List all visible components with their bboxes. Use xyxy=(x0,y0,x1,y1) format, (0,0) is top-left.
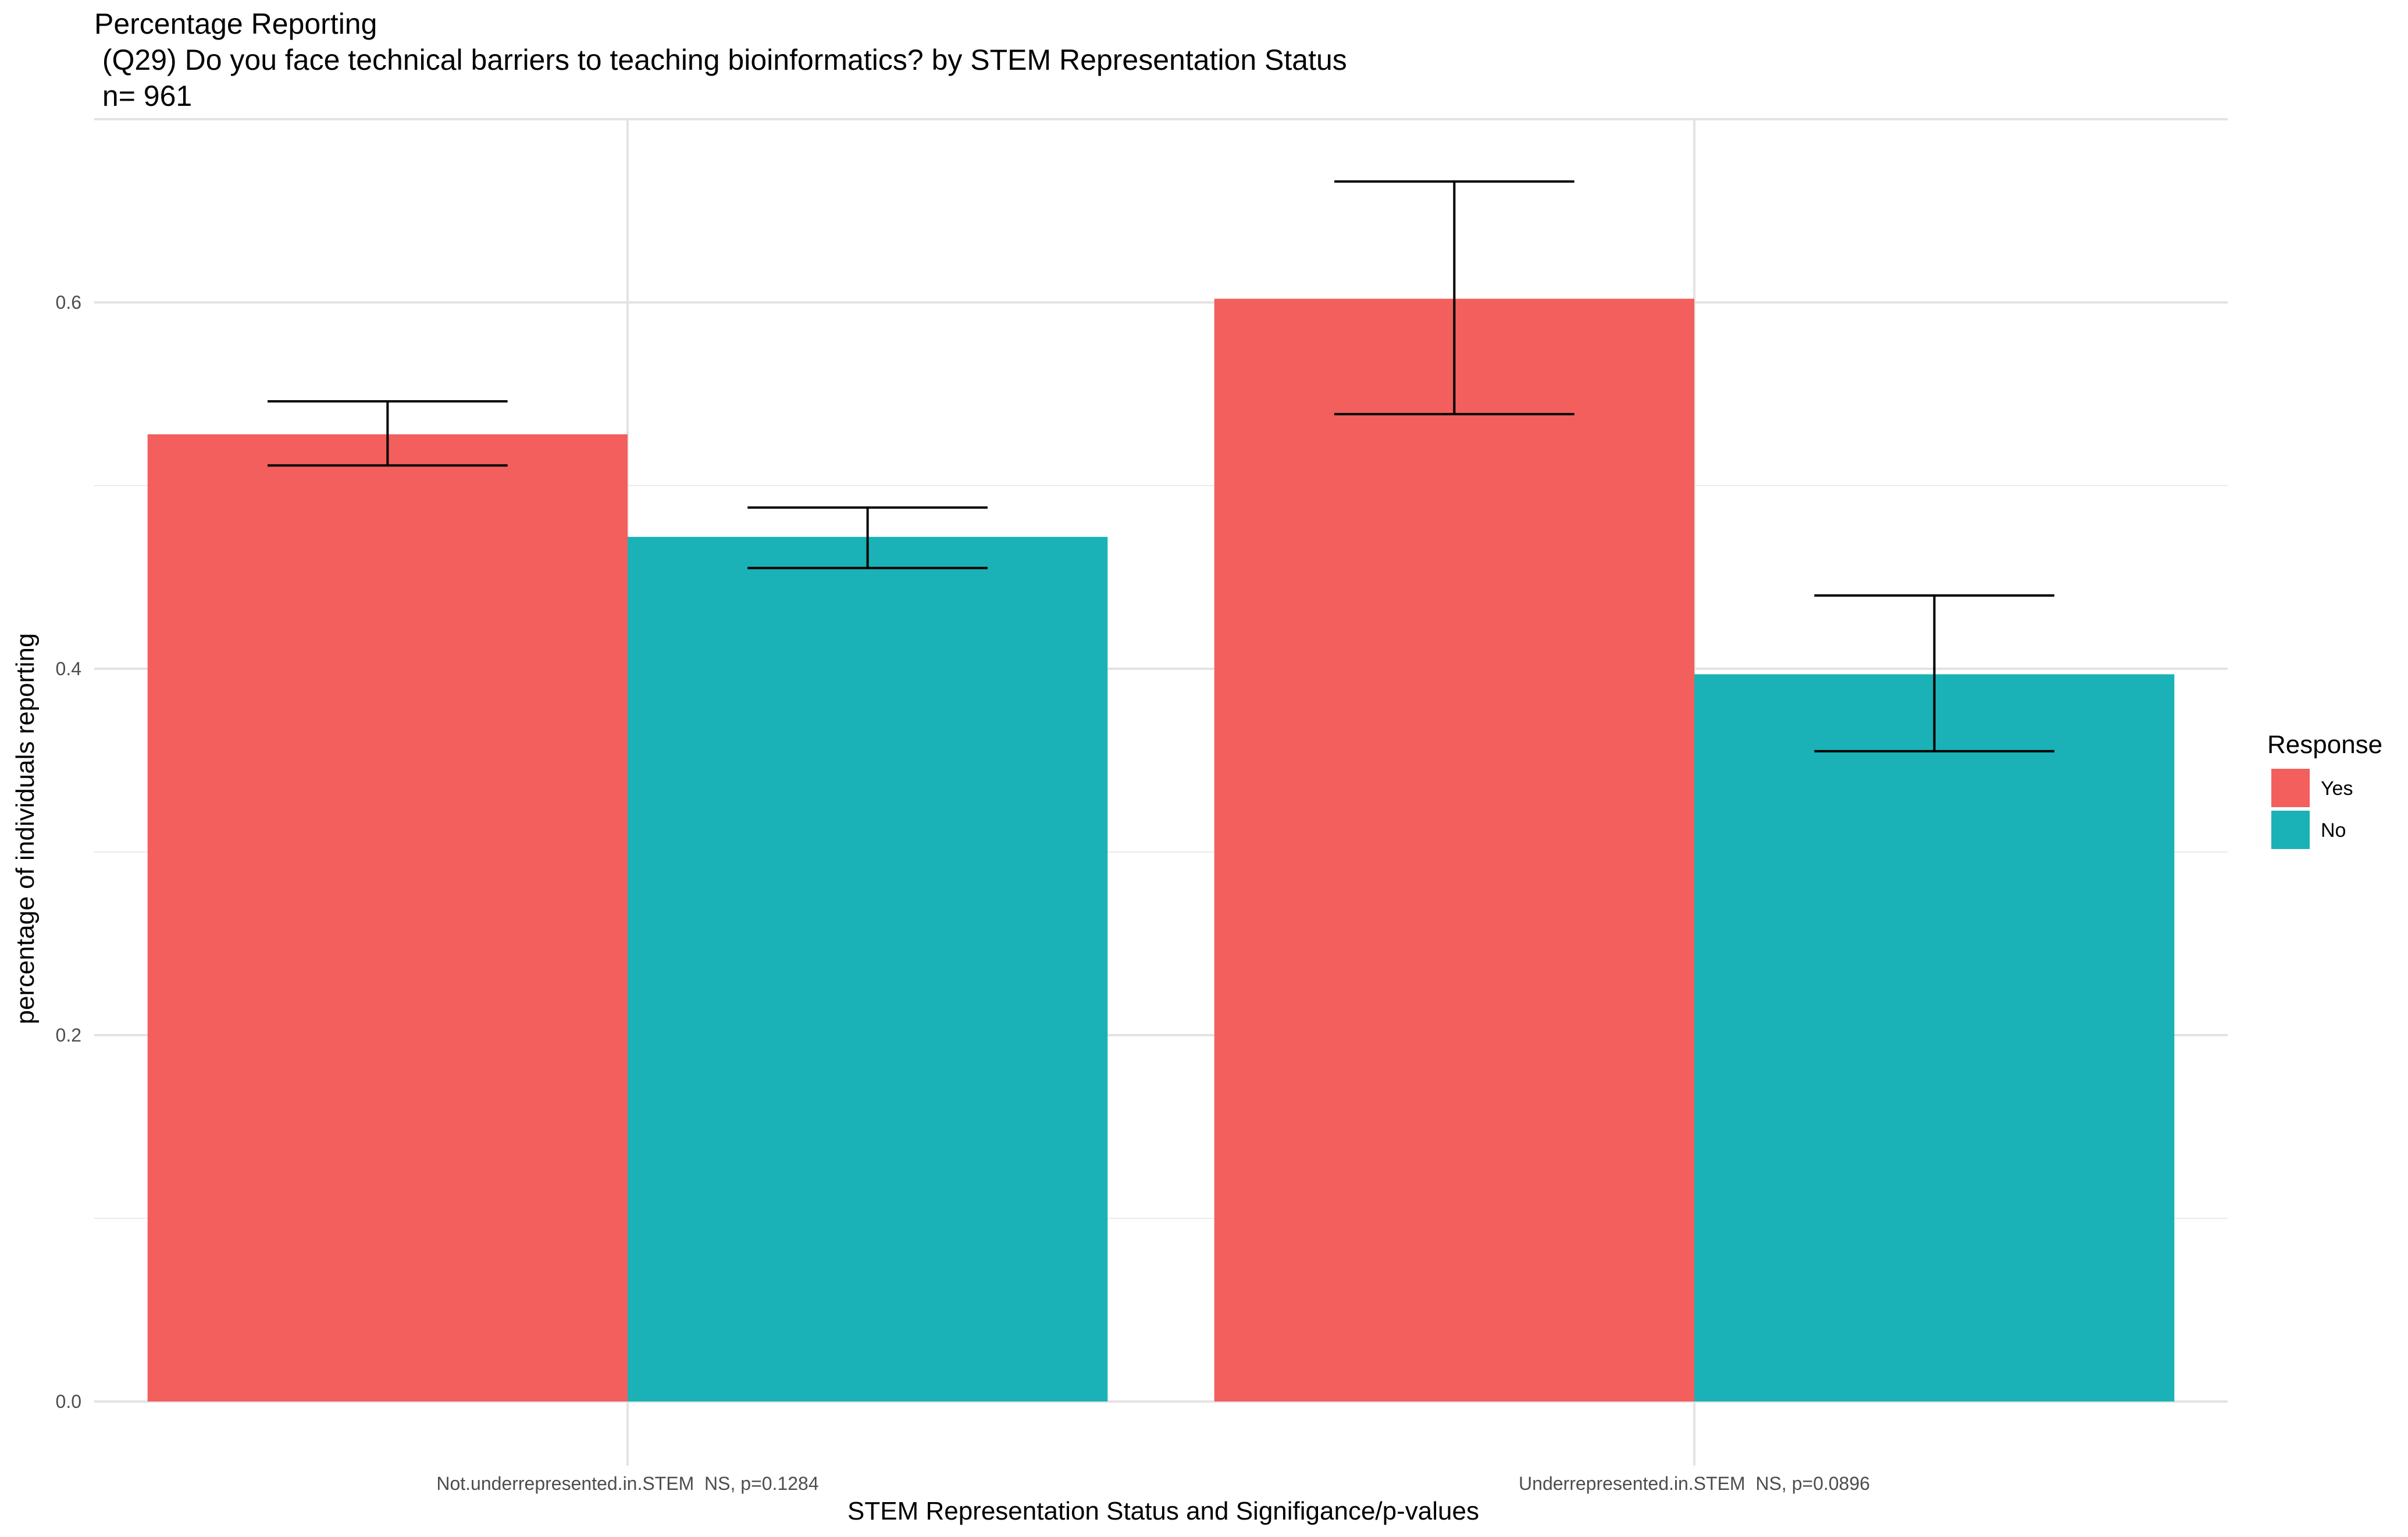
bars xyxy=(147,298,2175,1402)
chart-title: Percentage Reporting (Q29) Do you face t… xyxy=(94,8,1347,112)
legend-swatch-yes xyxy=(2271,769,2310,807)
chart-title-line-1: Percentage Reporting xyxy=(94,8,377,40)
x-tick-label: Underrepresented.in.STEM NS, p=0.0896 xyxy=(1519,1473,1870,1494)
error-bar-yes-1 xyxy=(1334,180,1575,416)
legend-entries: Yes No xyxy=(2271,769,2353,849)
x-axis-ticks: Not.underrepresented.in.STEM NS, p=0.128… xyxy=(436,1473,1870,1494)
error-bars xyxy=(268,180,2054,753)
x-axis-title: STEM Representation Status and Signifiga… xyxy=(847,1497,1479,1525)
bar-yes-0 xyxy=(147,434,628,1402)
error-bar-no-0 xyxy=(747,506,988,569)
legend: Response Yes No xyxy=(2267,730,2382,849)
y-axis-title: percentage of individuals reporting xyxy=(11,633,40,1025)
legend-title: Response xyxy=(2267,730,2382,759)
y-tick-label: 0.6 xyxy=(56,292,81,313)
error-bar-yes-0 xyxy=(268,400,508,467)
legend-label-yes: Yes xyxy=(2321,778,2353,800)
legend-swatch-no xyxy=(2271,811,2310,849)
y-tick-label: 0.4 xyxy=(56,658,81,679)
bar-no-1 xyxy=(1694,674,2175,1402)
bar-yes-1 xyxy=(1214,298,1694,1402)
y-axis-ticks: 0.0 0.2 0.4 0.6 xyxy=(56,292,81,1412)
x-tick-label: Not.underrepresented.in.STEM NS, p=0.128… xyxy=(436,1473,818,1494)
y-tick-label: 0.0 xyxy=(56,1391,81,1412)
legend-label-no: No xyxy=(2321,819,2346,841)
error-bar-no-1 xyxy=(1814,594,2054,753)
chart-title-line-2: (Q29) Do you face technical barriers to … xyxy=(94,44,1347,76)
y-tick-label: 0.2 xyxy=(56,1025,81,1046)
bar-no-0 xyxy=(628,537,1108,1402)
chart-title-line-3: n= 961 xyxy=(94,80,192,112)
